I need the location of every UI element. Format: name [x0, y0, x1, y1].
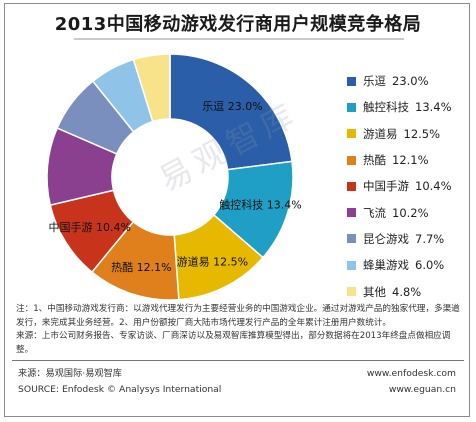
slice-1 — [169, 53, 293, 171]
legend-label: 中国手游 — [363, 179, 409, 194]
legend-value: 6.0% — [415, 258, 445, 273]
chart-title: 2013中国移动游戏发行商用户规模竞争格局 — [54, 14, 422, 35]
notes: 注：1、中国移动游戏发行商：以游戏代理发行为主要经营业务的中国游戏企业。通过对游… — [16, 303, 460, 357]
legend-label: 触控科技 — [363, 100, 409, 115]
legend-item-7: 昆仑游戏 7.7% — [347, 226, 452, 252]
legend-swatch — [347, 287, 356, 297]
legend-item-3: 游道易 12.5% — [347, 121, 452, 147]
footer-url-eguan[interactable]: www.eguan.cn — [388, 384, 456, 395]
legend-value: 12.5% — [403, 126, 441, 141]
legend-item-2: 触控科技 13.4% — [347, 94, 452, 120]
legend-item-4: 热酷 12.1% — [347, 147, 452, 173]
footer-urls: www.enfodesk.com www.eguan.cn — [367, 367, 456, 399]
footer-url-enfodesk[interactable]: www.enfodesk.com — [366, 368, 456, 379]
legend-label: 热酷 — [363, 153, 386, 168]
legend-value: 10.2% — [392, 205, 429, 220]
legend-item-9: 其他 4.8% — [347, 278, 452, 304]
legend-swatch — [347, 234, 356, 244]
footer-source-en: SOURCE: Enfodesk © Analysys Internationa… — [18, 384, 222, 395]
title-divider — [74, 38, 404, 40]
legend-label: 游道易 — [363, 126, 398, 141]
note-definition: 注：1、中国移动游戏发行商：以游戏代理发行为主要经营业务的中国游戏企业。通过对游… — [16, 304, 460, 328]
legend-label: 飞流 — [363, 205, 386, 220]
chart-legend: 乐逗 23.0% 触控科技 13.4% 游道易 12.5% 热酷 12.1% 中国手游 10.4%… — [347, 68, 452, 305]
footer-source: 来源：易观国际·易观智库 SOURCE: Enfodesk © Analysys… — [18, 367, 221, 399]
legend-value: 23.0% — [392, 74, 429, 89]
slice-label-4: 热酷 12.1% — [111, 261, 171, 274]
slice-label-3: 游道易 12.5% — [177, 254, 248, 268]
slice-9 — [132, 53, 171, 123]
legend-swatch — [347, 102, 356, 112]
legend-swatch — [347, 208, 356, 218]
legend-value: 12.1% — [392, 153, 429, 168]
legend-item-5: 中国手游 10.4% — [347, 173, 452, 199]
footer-divider — [12, 360, 464, 361]
legend-label: 昆仑游戏 — [363, 231, 409, 246]
legend-value: 13.4% — [415, 100, 452, 115]
legend-value: 4.8% — [392, 284, 422, 299]
legend-value: 7.7% — [415, 231, 445, 246]
donut-chart: 乐逗 23.0% 触控科技 13.4% 游道易 12.5% 热酷 12.1% 中国手游 … — [46, 53, 302, 300]
footer-source-cn: 来源：易观国际·易观智库 — [18, 368, 122, 379]
legend-value: 10.4% — [415, 179, 452, 194]
legend-label: 乐逗 — [363, 74, 386, 89]
legend-swatch — [347, 129, 356, 139]
legend-swatch — [347, 155, 356, 165]
legend-swatch — [347, 181, 356, 191]
slice-label-2: 触控科技 13.4% — [219, 197, 301, 211]
slice-label-5: 中国手游 10.4% — [49, 220, 131, 234]
legend-label: 其他 — [363, 284, 386, 299]
legend-item-1: 乐逗 23.0% — [347, 68, 452, 94]
note-source: 来源：上市公司财务报告、专家访谈、厂商深访以及易观智库推算模型得出，部分数据将在… — [16, 331, 451, 355]
legend-swatch — [347, 260, 356, 270]
legend-item-8: 蜂巢游戏 6.0% — [347, 252, 452, 278]
legend-item-6: 飞流 10.2% — [347, 199, 452, 225]
legend-label: 蜂巢游戏 — [363, 258, 409, 273]
legend-swatch — [347, 76, 356, 86]
slice-label-1: 乐逗 23.0% — [202, 100, 262, 113]
